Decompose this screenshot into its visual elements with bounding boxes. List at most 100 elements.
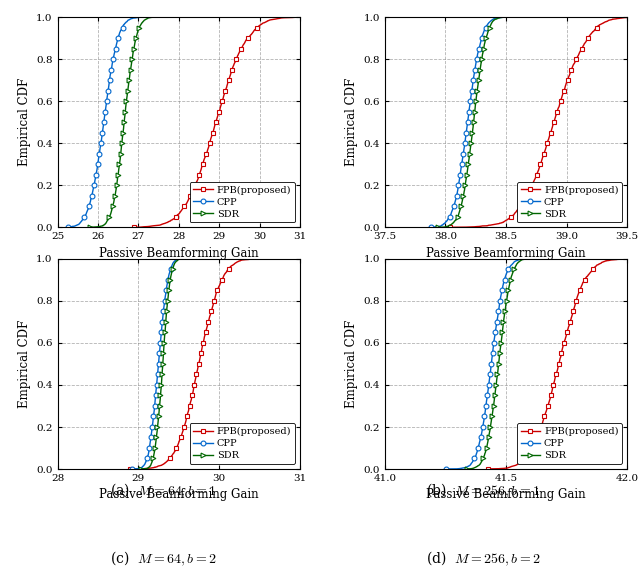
Line: SDR: SDR bbox=[139, 256, 184, 471]
SDR bbox=[489, 18, 497, 25]
SDR bbox=[458, 200, 465, 206]
SDR bbox=[158, 376, 166, 383]
Line: CPP: CPP bbox=[444, 256, 531, 471]
SDR bbox=[506, 282, 513, 289]
FPB(proposed) bbox=[130, 224, 138, 231]
CPP bbox=[475, 442, 483, 448]
SDR bbox=[514, 260, 522, 267]
SDR bbox=[138, 466, 145, 472]
SDR bbox=[109, 200, 117, 206]
Line: SDR: SDR bbox=[88, 15, 158, 230]
Line: FPB(proposed): FPB(proposed) bbox=[486, 256, 638, 471]
Y-axis label: Empirical CDF: Empirical CDF bbox=[18, 320, 31, 408]
CPP bbox=[454, 188, 461, 194]
CPP bbox=[152, 385, 160, 392]
FPB(proposed) bbox=[240, 41, 248, 47]
Legend: FPB(proposed), CPP, SDR: FPB(proposed), CPP, SDR bbox=[189, 182, 295, 223]
SDR bbox=[513, 14, 520, 21]
Line: FPB(proposed): FPB(proposed) bbox=[132, 15, 316, 230]
Y-axis label: Empirical CDF: Empirical CDF bbox=[345, 78, 358, 166]
CPP bbox=[476, 41, 484, 47]
CPP bbox=[451, 200, 458, 206]
Text: (b)  $M = 256, b = 1$: (b) $M = 256, b = 1$ bbox=[426, 482, 540, 500]
CPP bbox=[154, 376, 161, 383]
Legend: FPB(proposed), CPP, SDR: FPB(proposed), CPP, SDR bbox=[516, 423, 622, 464]
SDR bbox=[118, 134, 126, 141]
FPB(proposed) bbox=[542, 143, 550, 150]
SDR bbox=[171, 260, 179, 267]
CPP bbox=[478, 429, 486, 436]
FPB(proposed) bbox=[205, 143, 212, 150]
SDR bbox=[140, 18, 147, 25]
CPP bbox=[509, 260, 517, 267]
SDR bbox=[493, 376, 500, 383]
FPB(proposed) bbox=[578, 282, 586, 289]
FPB(proposed) bbox=[632, 256, 639, 263]
Y-axis label: Empirical CDF: Empirical CDF bbox=[345, 320, 358, 408]
CPP bbox=[64, 224, 72, 231]
CPP bbox=[113, 41, 120, 47]
X-axis label: Passive Beamforming Gain: Passive Beamforming Gain bbox=[426, 488, 586, 502]
FPB(proposed) bbox=[525, 188, 532, 194]
CPP bbox=[181, 256, 189, 263]
SDR bbox=[483, 442, 491, 448]
SDR bbox=[486, 429, 493, 436]
CPP bbox=[169, 260, 177, 267]
SDR bbox=[481, 41, 488, 47]
FPB(proposed) bbox=[191, 376, 199, 383]
CPP bbox=[89, 188, 97, 194]
FPB(proposed) bbox=[535, 429, 543, 436]
FPB(proposed) bbox=[548, 385, 556, 392]
SDR bbox=[166, 282, 173, 289]
Legend: FPB(proposed), CPP, SDR: FPB(proposed), CPP, SDR bbox=[189, 423, 295, 464]
Text: (d)  $M = 256, b = 2$: (d) $M = 256, b = 2$ bbox=[426, 550, 541, 568]
X-axis label: Passive Beamforming Gain: Passive Beamforming Gain bbox=[99, 247, 259, 260]
X-axis label: Passive Beamforming Gain: Passive Beamforming Gain bbox=[99, 488, 259, 502]
CPP bbox=[524, 256, 532, 263]
FPB(proposed) bbox=[597, 260, 605, 267]
Legend: FPB(proposed), CPP, SDR: FPB(proposed), CPP, SDR bbox=[516, 182, 622, 223]
SDR bbox=[152, 14, 159, 21]
Text: (c)  $M = 64, b = 2$: (c) $M = 64, b = 2$ bbox=[110, 550, 216, 568]
FPB(proposed) bbox=[603, 18, 611, 25]
CPP bbox=[461, 143, 468, 150]
CPP bbox=[499, 282, 507, 289]
Y-axis label: Empirical CDF: Empirical CDF bbox=[18, 78, 31, 166]
Line: CPP: CPP bbox=[129, 256, 188, 471]
CPP bbox=[484, 385, 492, 392]
FPB(proposed) bbox=[207, 134, 215, 141]
SDR bbox=[529, 256, 537, 263]
FPB(proposed) bbox=[519, 200, 527, 206]
CPP bbox=[86, 200, 93, 206]
Line: FPB(proposed): FPB(proposed) bbox=[447, 15, 640, 230]
SDR bbox=[492, 385, 500, 392]
CPP bbox=[461, 134, 469, 141]
SDR bbox=[118, 143, 125, 150]
Line: FPB(proposed): FPB(proposed) bbox=[128, 256, 271, 471]
CPP bbox=[486, 18, 494, 25]
FPB(proposed) bbox=[310, 14, 317, 21]
CPP bbox=[146, 442, 154, 448]
FPB(proposed) bbox=[232, 260, 239, 267]
FPB(proposed) bbox=[127, 466, 134, 472]
Text: (a)  $M = 64, b = 1$: (a) $M = 64, b = 1$ bbox=[110, 482, 216, 500]
CPP bbox=[98, 134, 106, 141]
SDR bbox=[131, 41, 139, 47]
SDR bbox=[153, 429, 161, 436]
SDR bbox=[86, 224, 94, 231]
SDR bbox=[157, 385, 165, 392]
CPP bbox=[137, 14, 145, 21]
SDR bbox=[463, 466, 471, 472]
FPB(proposed) bbox=[183, 200, 191, 206]
FPB(proposed) bbox=[484, 466, 492, 472]
CPP bbox=[97, 143, 104, 150]
SDR bbox=[152, 442, 159, 448]
SDR bbox=[467, 143, 474, 150]
SDR bbox=[468, 134, 476, 141]
CPP bbox=[128, 466, 136, 472]
SDR bbox=[434, 224, 442, 231]
FPB(proposed) bbox=[190, 385, 198, 392]
Line: CPP: CPP bbox=[429, 15, 507, 230]
CPP bbox=[500, 14, 508, 21]
FPB(proposed) bbox=[545, 134, 553, 141]
